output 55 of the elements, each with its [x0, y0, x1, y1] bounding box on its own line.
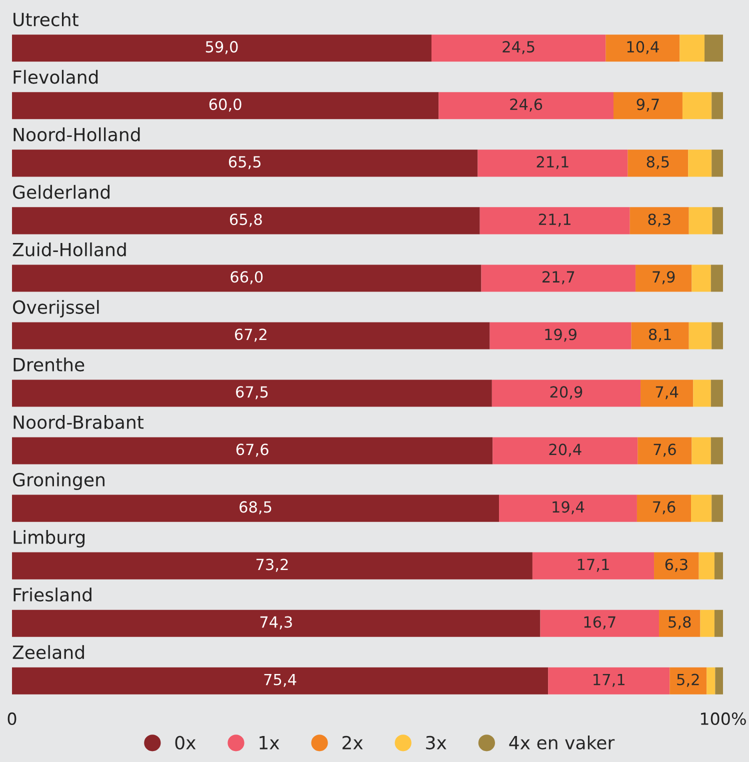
data-label: 74,3 [260, 616, 292, 630]
data-label: 21,1 [536, 156, 568, 170]
data-label: 10,4 [627, 41, 659, 54]
data-label: 7,4 [656, 386, 678, 400]
data-label: 60,0 [209, 98, 242, 112]
data-label: 73,2 [256, 558, 288, 572]
data-label: 67,5 [236, 386, 268, 400]
data-label: 67,6 [236, 444, 268, 457]
y-tick-label: Gelderland [13, 184, 110, 199]
data-label: 21,7 [542, 271, 574, 284]
data-label: 24,6 [510, 98, 542, 112]
legend-label: 4x en vaker [509, 736, 615, 750]
data-label: 65,8 [230, 214, 262, 227]
legend-label: 2x [342, 736, 363, 750]
y-tick-label: Limburg [14, 530, 84, 548]
y-tick-label: Overijssel [13, 300, 99, 318]
data-label: 8,3 [648, 214, 670, 227]
y-tick-label: Drenthe [14, 357, 84, 372]
data-label: 17,1 [578, 558, 609, 572]
y-tick-label: Utrecht [14, 12, 78, 26]
data-label: 6,3 [665, 558, 688, 572]
x-tick-label: 0 [8, 712, 16, 726]
x-tick-label: 100% [701, 712, 746, 726]
y-tick-label: Groningen [13, 472, 104, 490]
data-label: 19,9 [545, 328, 576, 342]
legend-label: 0x [175, 736, 196, 750]
data-label: 7,6 [653, 501, 676, 514]
data-label: 68,5 [240, 501, 272, 514]
data-label: 5,2 [677, 674, 699, 687]
data-label: 75,4 [264, 674, 296, 687]
data-label: 16,7 [584, 616, 616, 630]
data-label: 20,9 [550, 386, 582, 400]
y-tick-label: Noord-Brabant [14, 415, 144, 429]
data-label: 65,5 [228, 156, 261, 170]
data-label: 9,7 [636, 98, 659, 112]
data-label: 7,6 [654, 444, 676, 457]
data-label: 19,4 [552, 501, 584, 514]
y-tick-label: Zeeland [12, 645, 84, 660]
data-label: 66,0 [230, 271, 263, 284]
y-tick-label: Zuid-Holland [12, 242, 126, 256]
data-label: 5,8 [668, 616, 691, 630]
data-label: 8,1 [648, 328, 671, 342]
y-tick-label: Friesland [14, 588, 92, 602]
data-label: 24,5 [502, 41, 534, 54]
legend-label: 1x [260, 736, 280, 750]
y-tick-label: Flevoland [14, 70, 98, 84]
data-label: 59,0 [206, 41, 238, 54]
legend-label: 3x [426, 736, 446, 750]
data-label: 7,9 [652, 271, 675, 284]
data-label: 20,4 [549, 444, 582, 457]
y-tick-label: Noord-Holland [14, 127, 140, 142]
data-label: 8,5 [646, 156, 669, 170]
data-label: 17,1 [594, 674, 624, 687]
data-label: 67,2 [234, 328, 266, 342]
data-label: 21,1 [538, 214, 570, 227]
